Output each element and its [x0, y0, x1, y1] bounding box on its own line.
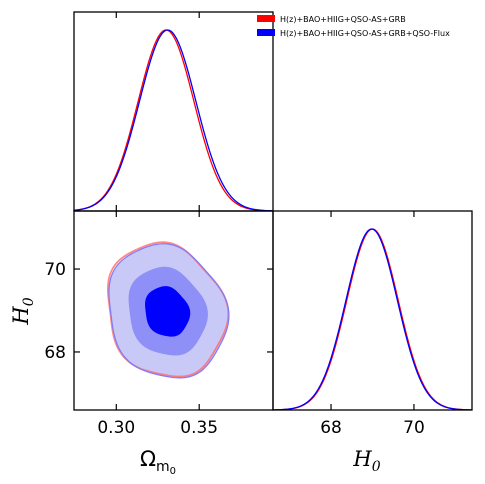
panel-h0-marginal	[272, 210, 473, 411]
contour-lines	[107, 241, 230, 379]
marginal-curve	[73, 29, 274, 212]
x-tick-label: 68	[320, 418, 342, 438]
x-tick-label: 0.30	[97, 418, 135, 438]
legend-label: H(z)+BAO+HIIG+QSO-AS+GRB+QSO-Flux	[280, 29, 450, 38]
x-axis-label-h0: H0	[352, 447, 380, 475]
y-tick-labels-h0: 68 70	[44, 260, 66, 363]
panel-omega-marginal	[73, 11, 274, 212]
x-axis-label-omega: Ωm0	[140, 447, 176, 477]
contour-core	[145, 286, 191, 337]
legend-label: H(z)+BAO+HIIG+QSO-AS+GRB	[280, 15, 406, 24]
contour-line-blue-outer	[108, 243, 230, 379]
marginal-curve	[272, 228, 473, 411]
omega-marginal-ticks	[115, 12, 200, 211]
x-tick-label: 70	[403, 418, 425, 438]
x-tick-labels-omega: 0.30 0.35	[97, 418, 218, 438]
h0-marginal-frame	[272, 210, 473, 411]
y-tick-label: 70	[44, 260, 66, 280]
h0-marginal-ticks	[330, 211, 415, 410]
omega-marginal-frame	[73, 11, 274, 212]
omega-marginal-curves	[73, 29, 274, 212]
legend: H(z)+BAO+HIIG+QSO-AS+GRB H(z)+BAO+HIIG+Q…	[257, 15, 450, 38]
x-tick-labels-h0: 68 70	[320, 418, 425, 438]
marginal-curve	[272, 228, 473, 411]
legend-swatch-blue	[257, 29, 275, 36]
x-tick-label: 0.35	[180, 418, 218, 438]
contour-ticks	[74, 211, 273, 410]
y-tick-label: 68	[44, 343, 66, 363]
marginal-curve	[73, 29, 274, 212]
y-axis-label-h0: H0	[9, 297, 37, 325]
h0-marginal-curves	[272, 228, 473, 411]
legend-swatch-red	[257, 15, 275, 22]
contour-fills	[108, 243, 229, 378]
panel-contour-2d	[73, 210, 274, 411]
